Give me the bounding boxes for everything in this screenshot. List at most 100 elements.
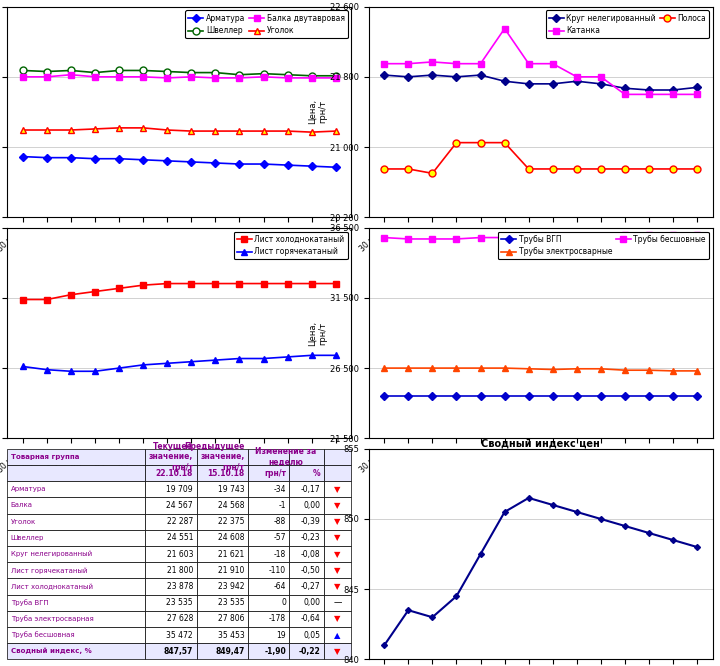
Text: Арматура: Арматура xyxy=(11,486,46,492)
Bar xyxy=(289,562,324,578)
Bar xyxy=(324,529,351,546)
Круг нелегированный xyxy=(428,71,437,79)
Text: Труба бесшовная: Труба бесшовная xyxy=(11,631,74,639)
Bar xyxy=(289,578,324,595)
Балка двутавровая xyxy=(139,73,148,81)
Text: -88: -88 xyxy=(274,517,286,526)
Арматура xyxy=(235,160,244,168)
Трубы электросварные xyxy=(476,364,485,372)
Лист холоднокатаный xyxy=(42,296,51,304)
Bar xyxy=(248,595,289,611)
Bar xyxy=(324,546,351,562)
Лист горячекатаный xyxy=(163,360,171,368)
Трубы ВГП xyxy=(500,392,509,400)
Катанка xyxy=(693,91,701,99)
Bar xyxy=(324,465,351,482)
Text: -34: -34 xyxy=(274,485,286,494)
Круг нелегированный xyxy=(597,80,606,88)
Швеллер xyxy=(42,67,51,75)
Трубы электросварные xyxy=(524,365,533,373)
Text: 27 806: 27 806 xyxy=(218,614,245,623)
Трубы электросварные xyxy=(644,366,653,374)
Bar xyxy=(7,529,145,546)
Лист холоднокатаный xyxy=(114,284,123,292)
Балка двутавровая xyxy=(42,73,51,81)
Bar xyxy=(7,513,145,529)
Legend: Лист холоднокатаный, Лист горячекатаный: Лист холоднокатаный, Лист горячекатаный xyxy=(234,232,348,260)
Text: ▼: ▼ xyxy=(334,565,341,575)
Лист холоднокатаный xyxy=(163,280,171,288)
Круг нелегированный xyxy=(572,77,581,85)
Text: Труба ВГП: Труба ВГП xyxy=(11,599,48,606)
Арматура xyxy=(67,154,76,162)
Уголок xyxy=(307,128,316,136)
Bar xyxy=(248,627,289,643)
Трубы бесшовные xyxy=(428,235,437,243)
Лист холоднокатаный xyxy=(307,280,316,288)
Трубы ВГП xyxy=(380,392,389,400)
Text: -0,17: -0,17 xyxy=(301,485,320,494)
Bar xyxy=(289,465,324,482)
Трубы ВГП xyxy=(572,392,581,400)
Трубы бесшовные xyxy=(597,232,606,240)
Швеллер xyxy=(283,71,292,79)
Text: 23 878: 23 878 xyxy=(167,582,193,591)
Трубы электросварные xyxy=(404,364,413,372)
Legend: Круг нелегированный, Катанка, Полоса: Круг нелегированный, Катанка, Полоса xyxy=(546,11,709,39)
Трубы бесшовные xyxy=(549,232,557,240)
Полоса xyxy=(428,169,437,177)
Text: -110: -110 xyxy=(269,565,286,575)
Bar xyxy=(7,595,145,611)
Bar xyxy=(289,513,324,529)
Text: Швеллер: Швеллер xyxy=(11,535,44,541)
Bar xyxy=(7,578,145,595)
Text: 24 567: 24 567 xyxy=(166,501,193,510)
Bar xyxy=(7,449,145,465)
Трубы ВГП xyxy=(621,392,629,400)
Трубы электросварные xyxy=(380,364,389,372)
Text: -64: -64 xyxy=(274,582,286,591)
Text: -0,39: -0,39 xyxy=(301,517,320,526)
Арматура xyxy=(307,162,316,170)
Bar xyxy=(7,562,145,578)
Bar xyxy=(145,498,197,513)
Bar xyxy=(324,627,351,643)
Bar xyxy=(145,529,197,546)
Text: ▼: ▼ xyxy=(334,614,341,623)
Bar xyxy=(197,465,248,482)
Балка двутавровая xyxy=(67,71,76,79)
Text: 35 472: 35 472 xyxy=(166,631,193,639)
Bar xyxy=(145,627,197,643)
Арматура xyxy=(114,155,123,163)
Лист холоднокатаный xyxy=(235,280,244,288)
Bar xyxy=(145,449,197,465)
Уголок xyxy=(114,124,123,132)
Bar xyxy=(248,498,289,513)
Bar xyxy=(197,482,248,498)
Bar xyxy=(7,498,145,513)
Text: 21 800: 21 800 xyxy=(167,565,193,575)
Арматура xyxy=(19,153,27,161)
Bar xyxy=(289,643,324,659)
Лист горячекатаный xyxy=(331,352,340,360)
Трубы бесшовные xyxy=(452,235,461,243)
Text: Лист холоднокатаный: Лист холоднокатаный xyxy=(11,583,93,589)
Text: Балка: Балка xyxy=(11,502,32,508)
Уголок xyxy=(259,127,268,135)
Text: -178: -178 xyxy=(269,614,286,623)
Line: Арматура: Арматура xyxy=(20,154,338,170)
Трубы бесшовные xyxy=(693,230,701,238)
Text: 27 628: 27 628 xyxy=(167,614,193,623)
Лист холоднокатаный xyxy=(211,280,220,288)
Лист горячекатаный xyxy=(114,364,123,372)
Швеллер xyxy=(331,72,340,80)
Трубы бесшовные xyxy=(621,232,629,240)
Круг нелегированный xyxy=(669,86,678,94)
Bar xyxy=(197,449,248,465)
Y-axis label: Цена,
грн/т: Цена, грн/т xyxy=(308,320,328,346)
Полоса xyxy=(452,139,461,147)
Text: Сводный индекс, %: Сводный индекс, % xyxy=(11,648,91,655)
Text: грн/т: грн/т xyxy=(264,469,286,478)
Bar xyxy=(145,595,197,611)
Трубы электросварные xyxy=(549,366,557,374)
